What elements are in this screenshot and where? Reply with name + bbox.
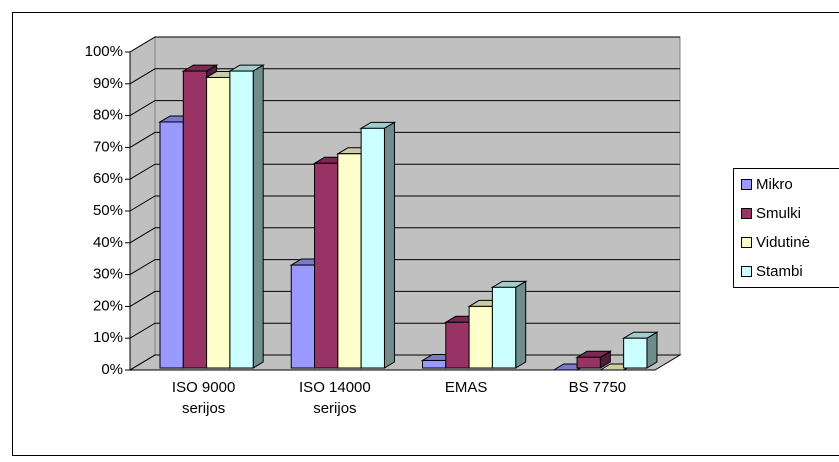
bar-front — [290, 264, 316, 369]
bar-front — [229, 70, 254, 369]
y-tick-label: 20% — [93, 297, 123, 314]
grid-line — [129, 259, 680, 276]
x-tick-label: ISO 9000 serijos — [171, 379, 236, 417]
bar-front — [445, 321, 470, 369]
bar-front — [468, 305, 493, 369]
legend-swatch — [741, 237, 752, 248]
bar-front — [576, 356, 601, 369]
x-tick-label: BS 7750 — [568, 379, 627, 396]
y-tick-label: 60% — [93, 170, 123, 187]
legend-swatch — [741, 266, 752, 277]
bar-side — [515, 280, 527, 369]
y-tick-label: 70% — [93, 138, 123, 155]
x-tick-label: EMAS — [444, 379, 488, 396]
grid-line — [129, 195, 680, 212]
grid-line — [129, 100, 680, 117]
grid-line — [129, 163, 680, 180]
y-tick-label: 100% — [85, 43, 123, 60]
grid-line — [129, 131, 680, 148]
y-tick-label: 0% — [101, 361, 123, 378]
bar-side — [252, 64, 264, 369]
bar — [359, 121, 397, 369]
bar-front — [360, 127, 385, 369]
bar — [228, 64, 266, 369]
bar — [575, 350, 613, 369]
bar-front — [422, 359, 447, 369]
bar-front — [159, 121, 184, 369]
bar-front — [623, 337, 648, 369]
legend-swatch — [741, 208, 752, 219]
bar-front — [491, 286, 517, 369]
legend-label: Smulki — [756, 205, 801, 222]
bar-front — [206, 76, 231, 369]
bar-front — [182, 70, 208, 369]
bar — [490, 280, 528, 369]
legend-label: Mikro — [756, 176, 793, 193]
y-tick-label: 90% — [93, 75, 123, 92]
y-tick-label: 80% — [93, 107, 123, 124]
x-tick-label: ISO 14000 serijos — [299, 379, 371, 417]
bar-front — [314, 162, 339, 369]
legend-label: Vidutinė — [756, 234, 810, 251]
legend-label: Stambi — [756, 263, 803, 280]
bar-front — [337, 153, 362, 369]
y-tick-label: 10% — [93, 329, 123, 346]
grid-line — [129, 68, 680, 85]
grid-line — [129, 36, 680, 53]
y-tick-label: 50% — [93, 202, 123, 219]
legend-swatch — [741, 179, 752, 190]
bar — [621, 331, 659, 369]
y-tick-label: 40% — [93, 234, 123, 251]
grid-line — [129, 227, 680, 244]
bar-side — [383, 121, 395, 369]
y-tick-label: 30% — [93, 266, 123, 283]
